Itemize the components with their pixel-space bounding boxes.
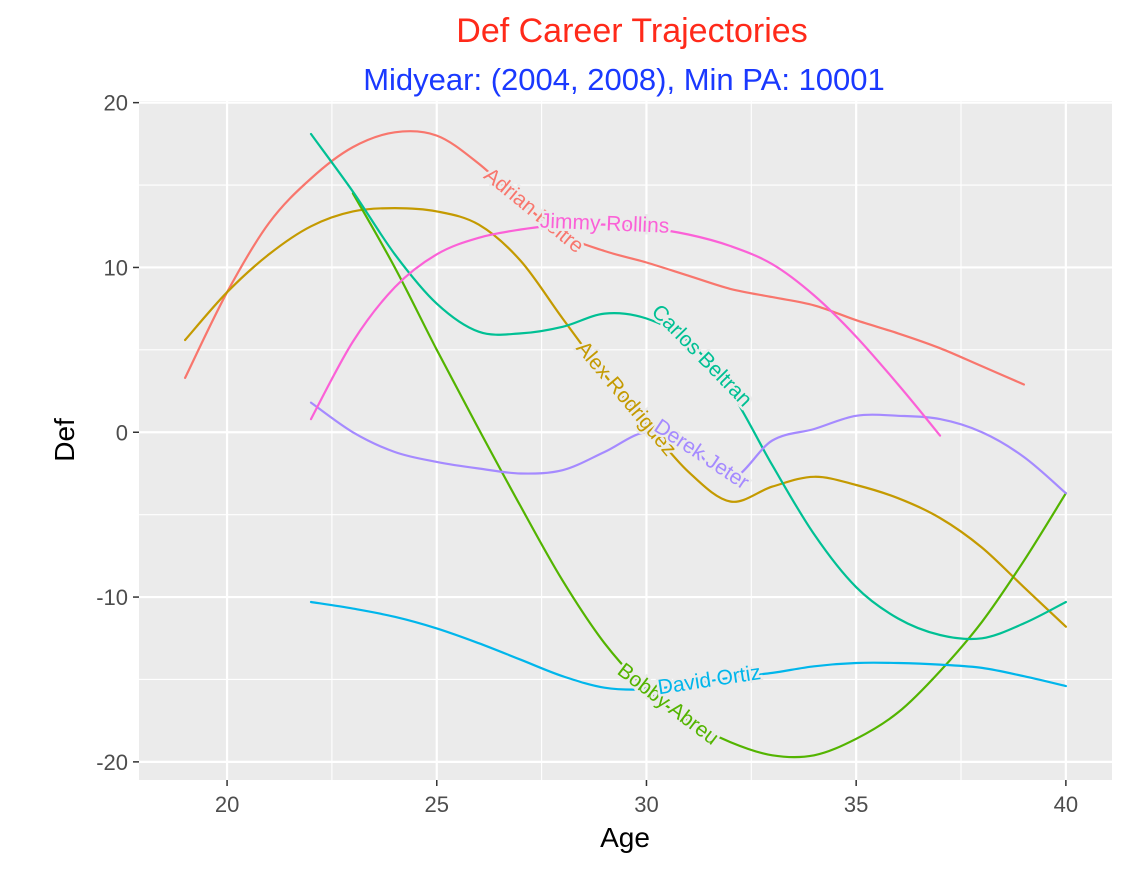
x-tick-label: 25	[425, 792, 449, 817]
y-tick-label: -20	[96, 750, 128, 775]
y-tick-label: 10	[104, 255, 128, 280]
x-tick-label: 35	[844, 792, 868, 817]
series-line-derek-jeter	[309, 401, 1067, 495]
y-axis-title: Def	[49, 418, 80, 462]
major-gridlines	[139, 101, 1112, 780]
y-axis: -20 -10 0 10 20	[96, 91, 139, 775]
x-tick-label: 30	[634, 792, 658, 817]
series-line-jimmy-rollins	[309, 223, 942, 437]
chart-subtitle: Midyear: (2004, 2008), Min PA: 10001	[363, 62, 885, 97]
x-tick-label: 40	[1054, 792, 1078, 817]
y-tick-label: 0	[116, 420, 128, 445]
series-line-david-ortiz	[309, 600, 1067, 691]
chart-title: Def Career Trajectories	[456, 12, 808, 50]
series-line-carlos-beltran	[309, 132, 1067, 641]
y-tick-label: -10	[96, 585, 128, 610]
series-line-alex-rodriguez	[184, 207, 1067, 628]
x-axis: 20 25 30 35 40	[215, 780, 1078, 817]
series-lines	[184, 130, 1067, 759]
x-tick-label: 20	[215, 792, 239, 817]
x-axis-title: Age	[600, 822, 650, 853]
series-line-adrian-beltre	[184, 130, 1025, 386]
y-tick-label: 20	[104, 91, 128, 116]
